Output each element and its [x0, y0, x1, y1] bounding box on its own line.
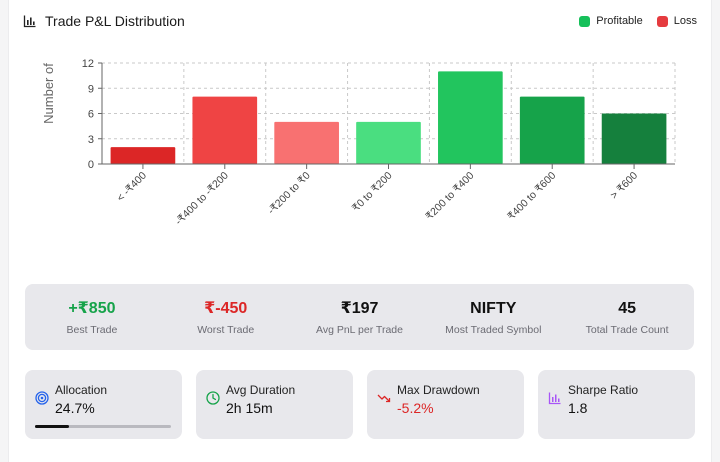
- metric-allocation: Allocation 24.7%: [25, 370, 182, 439]
- chart-legend: Profitable Loss: [579, 15, 697, 27]
- metric-label: Sharpe Ratio: [568, 383, 639, 397]
- bar: [192, 96, 258, 164]
- legend-item-profitable[interactable]: Profitable: [579, 15, 643, 27]
- legend-swatch-loss: [656, 15, 668, 27]
- bar: [356, 121, 421, 164]
- metric-value: 2h 15m: [226, 400, 273, 416]
- allocation-progress-bar: [35, 425, 171, 428]
- stat-best-trade: +₹850 Best Trade: [25, 299, 159, 336]
- stat-label: Total Trade Count: [585, 323, 669, 336]
- stat-most-traded-symbol: NIFTY Most Traded Symbol: [426, 299, 560, 336]
- metric-label: Allocation: [55, 383, 108, 397]
- pnl-distribution-card: Trade P&L Distribution Profitable Loss 0…: [8, 0, 712, 462]
- metric-value: -5.2%: [397, 400, 434, 416]
- clock-icon: [206, 391, 220, 405]
- bar-chart-icon: [548, 391, 562, 405]
- bar: [438, 71, 503, 164]
- legend-label-loss: Loss: [673, 15, 697, 27]
- x-tick-label: -₹400 to -₹200: [173, 170, 231, 228]
- x-tick-label: < -₹400: [115, 170, 150, 205]
- x-tick-label: > ₹600: [608, 170, 640, 202]
- card-header: Trade P&L Distribution Profitable Loss: [23, 10, 697, 32]
- x-tick-label: ₹0 to ₹200: [350, 170, 395, 215]
- metric-value: 24.7%: [55, 400, 95, 416]
- stat-label: Most Traded Symbol: [445, 323, 542, 336]
- stat-label: Best Trade: [66, 323, 118, 336]
- stat-value: 45: [618, 299, 636, 317]
- legend-label-profitable: Profitable: [596, 15, 643, 27]
- stat-label: Worst Trade: [197, 323, 255, 336]
- bar-chart-icon: [23, 14, 37, 28]
- bar: [110, 147, 176, 164]
- x-tick-label: -₹200 to ₹0: [266, 170, 313, 217]
- target-icon: [35, 391, 49, 405]
- metric-label: Avg Duration: [226, 383, 296, 397]
- metric-avg-duration: Avg Duration 2h 15m: [196, 370, 353, 439]
- x-tick-label: ₹400 to ₹600: [505, 170, 558, 223]
- bar: [274, 121, 339, 164]
- y-tick-label: 12: [82, 58, 94, 70]
- stat-worst-trade: ₹-450 Worst Trade: [159, 299, 293, 336]
- y-tick-label: 0: [88, 159, 94, 171]
- pnl-bar-chart: 0 3 6 9 12 < -₹400 -₹400 to -₹200 -₹200 to ₹0 ₹0…: [41, 58, 676, 228]
- stat-value: ₹197: [340, 299, 379, 317]
- stat-value: ₹-450: [204, 299, 248, 317]
- bar: [601, 113, 667, 164]
- y-tick-label: 6: [88, 109, 94, 121]
- stat-avg-pnl: ₹197 Avg PnL per Trade: [293, 299, 427, 336]
- stats-panel: +₹850 Best Trade ₹-450 Worst Trade ₹197 …: [25, 284, 694, 350]
- metric-value: 1.8: [568, 400, 588, 416]
- stat-total-trade-count: 45 Total Trade Count: [560, 299, 694, 336]
- trending-down-icon: [377, 391, 391, 405]
- metric-sharpe-ratio: Sharpe Ratio 1.8: [538, 370, 695, 439]
- bar: [519, 96, 585, 164]
- stat-value: NIFTY: [470, 299, 517, 317]
- chart-title: Trade P&L Distribution: [45, 13, 185, 29]
- allocation-progress-fill: [35, 425, 69, 428]
- x-tick-label: ₹200 to ₹400: [423, 170, 476, 223]
- y-axis-label: Number of: [41, 63, 56, 124]
- y-tick-label: 3: [88, 134, 94, 146]
- y-tick-label: 9: [88, 83, 94, 95]
- legend-item-loss[interactable]: Loss: [656, 15, 697, 27]
- stat-value: +₹850: [68, 299, 116, 317]
- metric-max-drawdown: Max Drawdown -5.2%: [367, 370, 524, 439]
- legend-swatch-profitable: [579, 15, 591, 27]
- metric-label: Max Drawdown: [397, 383, 480, 397]
- stat-label: Avg PnL per Trade: [316, 323, 403, 336]
